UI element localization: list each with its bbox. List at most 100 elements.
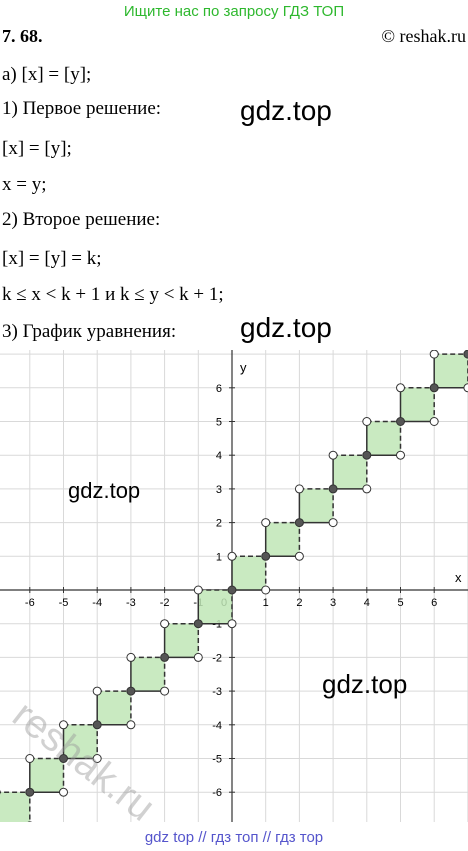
y-tick-label: -5	[212, 754, 222, 766]
square	[333, 455, 367, 489]
y-tick-label: -2	[212, 652, 222, 664]
square	[400, 387, 435, 422]
square	[232, 556, 266, 590]
x-tick-label: -4	[92, 597, 102, 609]
open-point	[464, 316, 468, 324]
closed-point	[126, 686, 136, 696]
closed-point	[429, 383, 439, 393]
open-point	[261, 585, 271, 595]
x-tick-label: 1	[263, 597, 269, 609]
square	[265, 522, 300, 557]
open-point	[193, 652, 203, 662]
x-tick-label: 6	[431, 597, 437, 609]
open-point	[227, 551, 237, 561]
square	[164, 623, 199, 658]
open-point	[328, 518, 338, 528]
y-tick-label: 2	[216, 518, 222, 530]
open-point	[396, 383, 405, 393]
closed-point	[396, 417, 405, 426]
y-axis-label: y	[240, 360, 247, 375]
text-line: 3) График уравнения:	[2, 321, 176, 342]
closed-point	[261, 551, 271, 561]
open-point	[126, 720, 136, 730]
open-point	[92, 754, 102, 763]
y-tick-label: -6	[212, 787, 222, 799]
open-point	[126, 652, 136, 662]
open-point	[362, 417, 372, 426]
open-point	[429, 350, 439, 359]
text-line: [x] = [y];	[2, 138, 72, 159]
square	[434, 354, 468, 388]
y-tick-label: 1	[216, 551, 222, 563]
closed-point	[328, 484, 338, 494]
x-tick-label: 2	[296, 597, 302, 609]
closed-point	[92, 720, 102, 730]
open-point	[193, 585, 203, 595]
open-point	[92, 686, 102, 696]
open-point	[463, 383, 468, 393]
watermark: gdz.top	[68, 478, 140, 503]
x-tick-label: 5	[397, 597, 403, 609]
y-tick-label: -3	[212, 686, 222, 698]
open-point	[59, 720, 68, 730]
open-point	[396, 450, 405, 460]
closed-point	[25, 787, 35, 797]
closed-point	[362, 450, 372, 460]
square	[97, 691, 131, 725]
y-tick-label: 6	[216, 383, 222, 395]
x-tick-label: 4	[364, 597, 370, 609]
text-line: 1) Первое решение:	[2, 98, 161, 119]
x-tick-label: -6	[25, 597, 35, 609]
x-tick-label: 3	[330, 597, 336, 609]
y-tick-label: 4	[216, 450, 222, 462]
open-point	[294, 551, 304, 561]
square	[63, 724, 98, 759]
closed-point	[160, 652, 170, 662]
watermark: gdz.top	[240, 312, 332, 343]
open-point	[362, 484, 372, 494]
open-point	[227, 619, 237, 629]
text-line: k ≤ x < k + 1 и k ≤ y < k + 1;	[2, 284, 224, 305]
open-point	[261, 518, 271, 528]
open-point	[328, 450, 338, 460]
open-point	[160, 686, 170, 696]
y-tick-label: -1	[212, 619, 222, 631]
square	[0, 792, 30, 822]
square	[198, 590, 232, 624]
open-point	[429, 417, 439, 426]
closed-point	[59, 754, 68, 763]
text-line: а) [x] = [y];	[2, 64, 91, 85]
open-point	[160, 619, 170, 629]
y-tick-label: -4	[212, 720, 222, 732]
square	[29, 758, 64, 793]
open-point	[294, 484, 304, 494]
open-point	[27, 821, 33, 822]
y-tick-label: 5	[216, 417, 222, 429]
closed-point	[463, 350, 468, 359]
x-tick-label: -3	[126, 597, 136, 609]
text-line: 2) Второе решение:	[2, 209, 160, 230]
watermark: gdz.top	[322, 669, 407, 699]
banner: Ищите нас по запросу ГДЗ ТОП	[124, 3, 344, 20]
closed-point	[227, 585, 237, 595]
problem-number: 7. 68.	[2, 26, 43, 46]
closed-point	[193, 619, 203, 629]
open-point	[25, 754, 35, 763]
text-line: x = y;	[2, 174, 47, 195]
text-line: [x] = [y] = k;	[2, 248, 102, 269]
footer: gdz top // гдз топ // гдз тор	[145, 829, 323, 846]
square	[130, 657, 165, 692]
square	[366, 421, 401, 456]
closed-point	[294, 518, 304, 528]
x-axis-label: x	[455, 570, 462, 585]
watermark: gdz.top	[240, 95, 332, 126]
y-tick-label: 3	[216, 484, 222, 496]
open-point	[59, 787, 68, 797]
x-tick-label: -2	[160, 597, 170, 609]
x-tick-label: -5	[59, 597, 69, 609]
copyright: © reshak.ru	[381, 26, 466, 46]
square	[299, 488, 334, 523]
